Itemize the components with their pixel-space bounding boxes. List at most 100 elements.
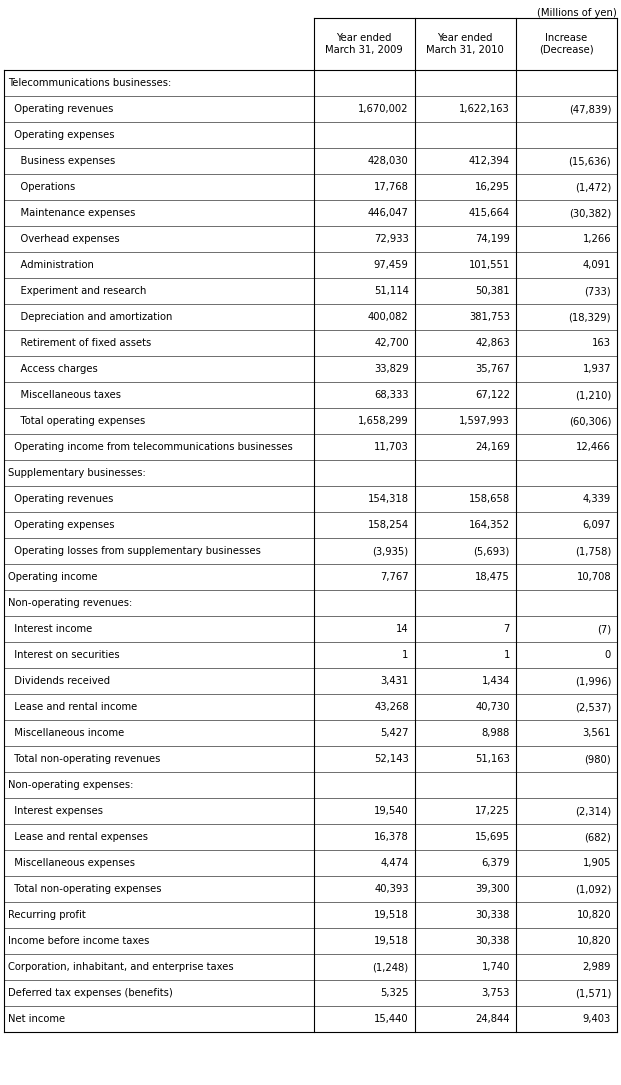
Text: (682): (682) — [584, 832, 611, 842]
Text: Experiment and research: Experiment and research — [8, 286, 147, 296]
Text: 50,381: 50,381 — [475, 286, 510, 296]
Text: Lease and rental income: Lease and rental income — [8, 702, 137, 712]
Text: Increase
(Decrease): Increase (Decrease) — [539, 34, 594, 55]
Text: 68,333: 68,333 — [374, 390, 409, 400]
Text: (5,693): (5,693) — [474, 546, 510, 556]
Text: (3,935): (3,935) — [373, 546, 409, 556]
Text: 7,767: 7,767 — [380, 572, 409, 582]
Text: Net income: Net income — [8, 1014, 65, 1024]
Text: Operating expenses: Operating expenses — [8, 130, 114, 140]
Text: 74,199: 74,199 — [475, 234, 510, 244]
Text: 0: 0 — [605, 650, 611, 660]
Text: 30,338: 30,338 — [476, 910, 510, 920]
Text: Year ended
March 31, 2010: Year ended March 31, 2010 — [427, 34, 504, 55]
Text: 16,378: 16,378 — [374, 832, 409, 842]
Text: Total operating expenses: Total operating expenses — [8, 416, 145, 426]
Text: 51,114: 51,114 — [374, 286, 409, 296]
Text: 19,518: 19,518 — [374, 910, 409, 920]
Text: (1,571): (1,571) — [574, 988, 611, 998]
Text: Administration: Administration — [8, 260, 94, 270]
Text: 72,933: 72,933 — [374, 234, 409, 244]
Text: Total non-operating expenses: Total non-operating expenses — [8, 884, 161, 894]
Text: Year ended
March 31, 2009: Year ended March 31, 2009 — [325, 34, 403, 55]
Text: (47,839): (47,839) — [569, 104, 611, 114]
Text: 18,475: 18,475 — [475, 572, 510, 582]
Text: 381,753: 381,753 — [469, 312, 510, 322]
Text: (1,248): (1,248) — [373, 962, 409, 972]
Text: 3,753: 3,753 — [481, 988, 510, 998]
Text: (18,329): (18,329) — [568, 312, 611, 322]
Text: 33,829: 33,829 — [374, 363, 409, 374]
Text: 10,820: 10,820 — [576, 936, 611, 946]
Text: Interest expenses: Interest expenses — [8, 806, 103, 816]
Text: (Millions of yen): (Millions of yen) — [537, 8, 617, 17]
Text: 1,658,299: 1,658,299 — [358, 416, 409, 426]
Text: (7): (7) — [597, 624, 611, 634]
Text: (1,472): (1,472) — [575, 182, 611, 192]
Text: 164,352: 164,352 — [469, 520, 510, 529]
Text: 412,394: 412,394 — [469, 156, 510, 166]
Text: Corporation, inhabitant, and enterprise taxes: Corporation, inhabitant, and enterprise … — [8, 962, 233, 972]
Text: 97,459: 97,459 — [374, 260, 409, 270]
Text: (1,996): (1,996) — [574, 676, 611, 686]
Text: 101,551: 101,551 — [469, 260, 510, 270]
Text: 16,295: 16,295 — [475, 182, 510, 192]
Text: 428,030: 428,030 — [368, 156, 409, 166]
Text: Miscellaneous income: Miscellaneous income — [8, 728, 124, 738]
Text: Operating expenses: Operating expenses — [8, 520, 114, 529]
Text: 7: 7 — [504, 624, 510, 634]
Text: 4,474: 4,474 — [381, 858, 409, 868]
Text: Supplementary businesses:: Supplementary businesses: — [8, 468, 146, 478]
Text: 42,863: 42,863 — [475, 339, 510, 348]
Text: Lease and rental expenses: Lease and rental expenses — [8, 832, 148, 842]
Text: (1,758): (1,758) — [575, 546, 611, 556]
Text: 400,082: 400,082 — [368, 312, 409, 322]
Text: (60,306): (60,306) — [569, 416, 611, 426]
Text: (1,092): (1,092) — [575, 884, 611, 894]
Text: Business expenses: Business expenses — [8, 156, 116, 166]
Text: 24,169: 24,169 — [475, 442, 510, 452]
Text: 1,597,993: 1,597,993 — [459, 416, 510, 426]
Text: 3,431: 3,431 — [381, 676, 409, 686]
Text: 446,047: 446,047 — [368, 208, 409, 218]
Text: 5,427: 5,427 — [380, 728, 409, 738]
Text: 1,434: 1,434 — [482, 676, 510, 686]
Text: 1,937: 1,937 — [582, 363, 611, 374]
Text: 1: 1 — [402, 650, 409, 660]
Text: 10,708: 10,708 — [576, 572, 611, 582]
Text: 15,440: 15,440 — [374, 1014, 409, 1024]
Text: 24,844: 24,844 — [475, 1014, 510, 1024]
Text: 10,820: 10,820 — [576, 910, 611, 920]
Text: 415,664: 415,664 — [469, 208, 510, 218]
Text: 17,225: 17,225 — [475, 806, 510, 816]
Text: 163: 163 — [592, 339, 611, 348]
Text: 1,266: 1,266 — [582, 234, 611, 244]
Text: 30,338: 30,338 — [476, 936, 510, 946]
Text: Operating losses from supplementary businesses: Operating losses from supplementary busi… — [8, 546, 261, 556]
Text: 11,703: 11,703 — [374, 442, 409, 452]
Text: 15,695: 15,695 — [475, 832, 510, 842]
Text: Deferred tax expenses (benefits): Deferred tax expenses (benefits) — [8, 988, 173, 998]
Text: Operating income from telecommunications businesses: Operating income from telecommunications… — [8, 442, 292, 452]
Text: Operations: Operations — [8, 182, 75, 192]
Text: (2,537): (2,537) — [575, 702, 611, 712]
Text: 12,466: 12,466 — [576, 442, 611, 452]
Text: 2,989: 2,989 — [582, 962, 611, 972]
Text: Recurring profit: Recurring profit — [8, 910, 86, 920]
Text: 6,379: 6,379 — [481, 858, 510, 868]
Text: Miscellaneous expenses: Miscellaneous expenses — [8, 858, 135, 868]
Text: Retirement of fixed assets: Retirement of fixed assets — [8, 339, 152, 348]
Text: Operating revenues: Operating revenues — [8, 104, 114, 114]
Text: 4,339: 4,339 — [582, 494, 611, 505]
Text: 14: 14 — [396, 624, 409, 634]
Text: Total non-operating revenues: Total non-operating revenues — [8, 754, 160, 764]
Text: 6,097: 6,097 — [582, 520, 611, 529]
Text: 40,730: 40,730 — [475, 702, 510, 712]
Text: 39,300: 39,300 — [475, 884, 510, 894]
Text: 19,518: 19,518 — [374, 936, 409, 946]
Text: 43,268: 43,268 — [374, 702, 409, 712]
Text: 158,658: 158,658 — [469, 494, 510, 505]
Text: 51,163: 51,163 — [475, 754, 510, 764]
Text: (733): (733) — [584, 286, 611, 296]
Text: 67,122: 67,122 — [475, 390, 510, 400]
